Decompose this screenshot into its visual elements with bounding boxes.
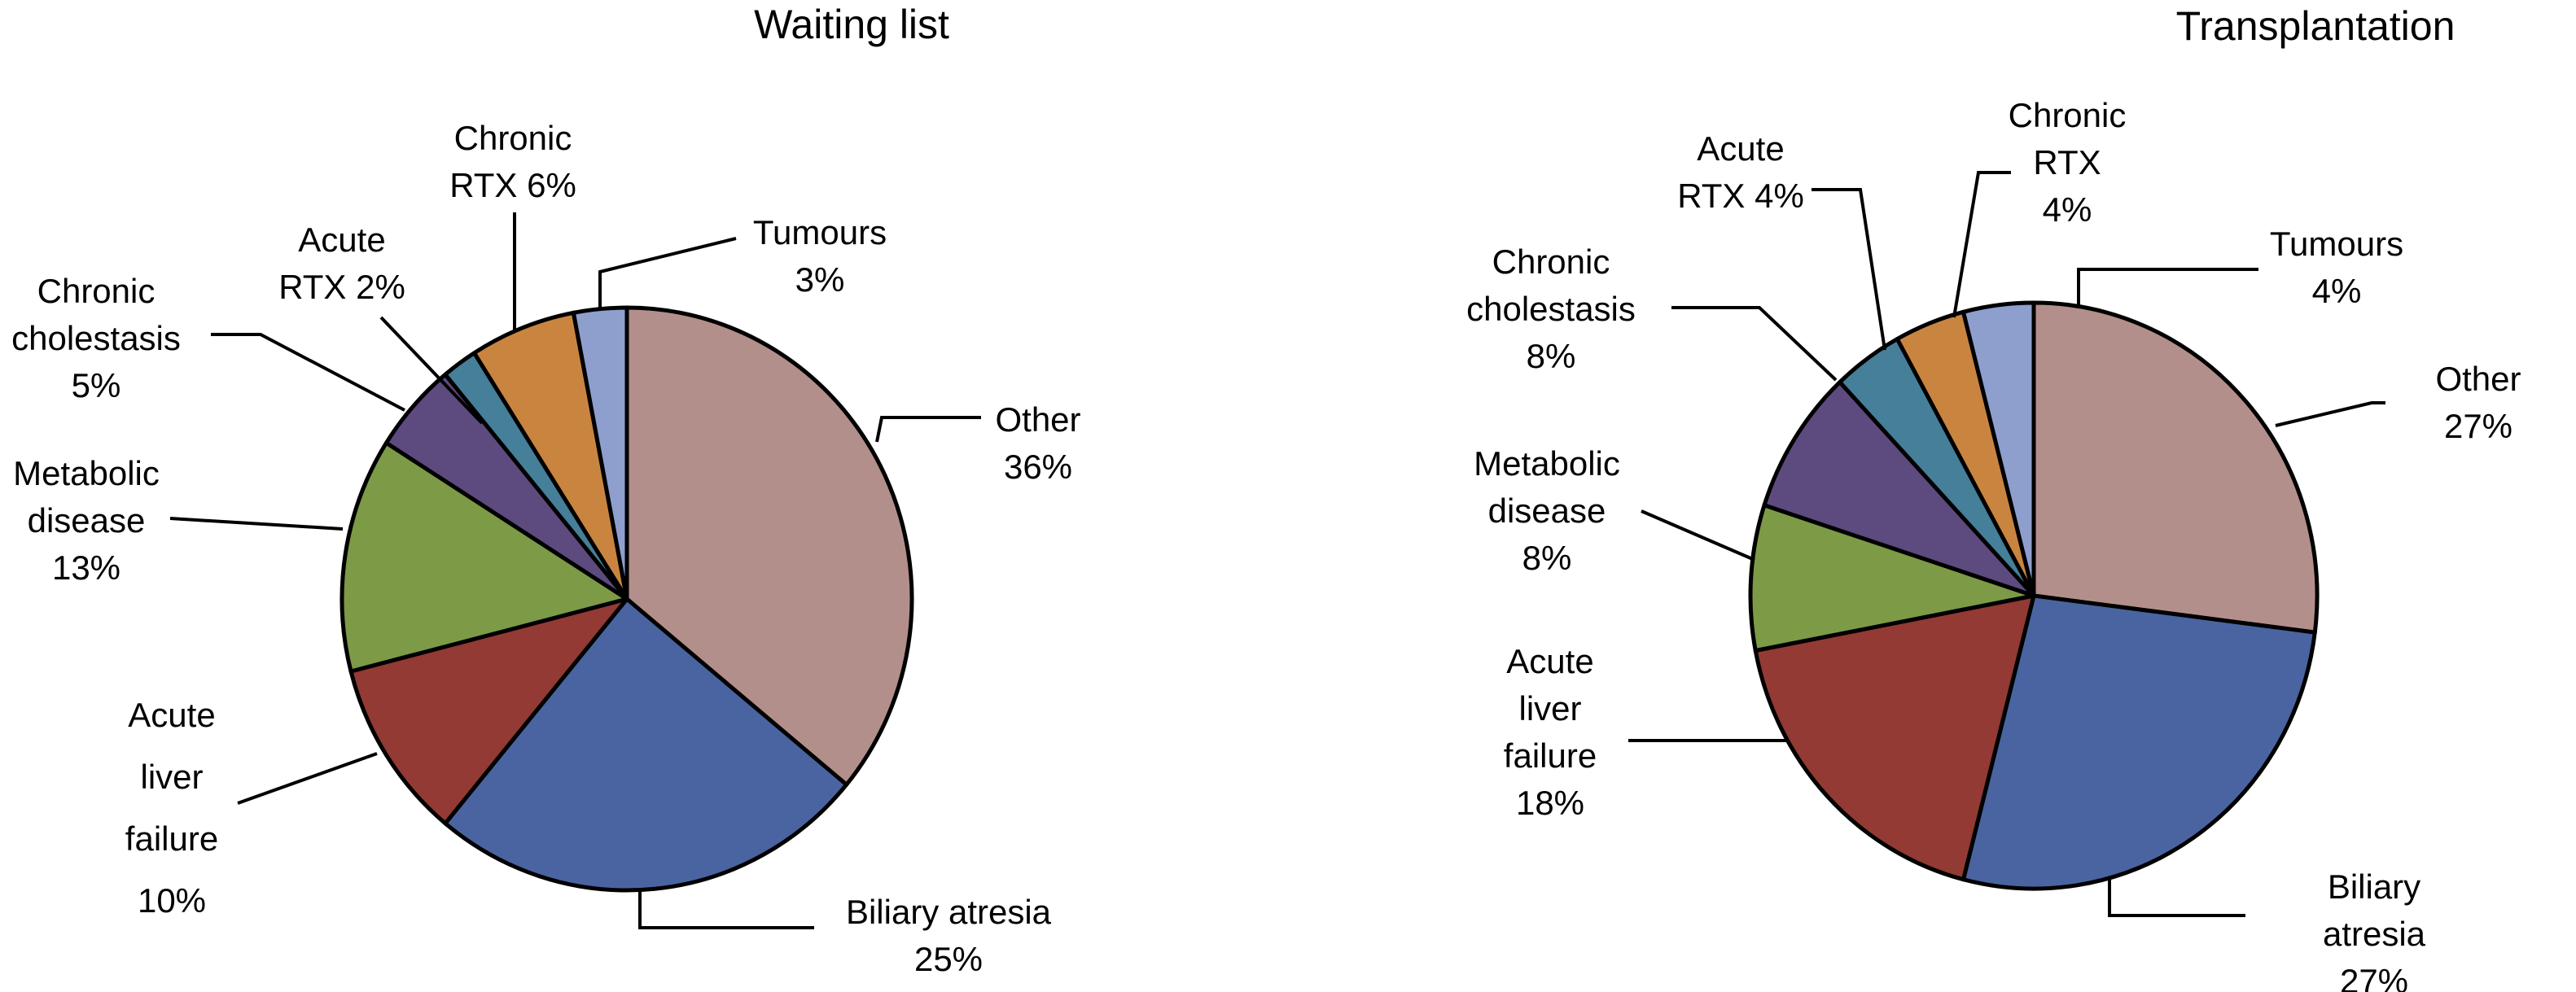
pie-slice-transplant-metabolic-disease [1748, 503, 2036, 653]
leader-line-waiting-other [875, 416, 981, 443]
label-waiting-tumours: Tumours 3% [752, 213, 887, 299]
label-transplant-chronic-rtx: Chronic RTX 4% [2008, 96, 2127, 229]
chart-title-transplantation: Transplantation [2175, 3, 2456, 49]
leader-line-transplant-acute-rtx [1812, 188, 1886, 351]
leader-line-transplant-metabolic-disease [1641, 509, 1755, 562]
leader-line-transplant-tumours [2077, 268, 2258, 306]
label-transplant-other: Other 27% [2435, 360, 2521, 445]
pie-slice-waiting-other [624, 305, 914, 787]
pie-slice-waiting-metabolic-disease [340, 440, 629, 674]
leader-line-waiting-acute-rtx [379, 316, 484, 425]
label-transplant-acute-rtx: Acute RTX 4% [1677, 129, 1804, 215]
leader-line-transplant-biliary-atresia [2108, 877, 2245, 917]
pie-slice-transplant-biliary-atresia [1961, 593, 2317, 891]
pie-slice-transplant-tumours [1961, 300, 2036, 598]
leader-line-transplant-other [2275, 401, 2385, 427]
label-waiting-acute-liver-failure: Acute liver failure 10% [125, 696, 219, 920]
label-transplant-biliary-atresia: Biliary atresia 27% [2322, 867, 2426, 992]
label-transplant-tumours: Tumours 4% [2269, 225, 2404, 310]
pie-slice-transplant-acute-liver-failure [1753, 593, 2036, 882]
leader-line-waiting-tumours [598, 237, 737, 308]
chart-title-waiting-list: Waiting list [754, 2, 949, 47]
label-transplant-metabolic-disease: Metabolic disease 8% [1474, 444, 1620, 577]
label-waiting-chronic-cholestasis: Chronic cholestasis 5% [11, 272, 181, 404]
pie-slice-waiting-biliary-atresia [443, 597, 849, 893]
pie-slice-transplant-chronic-cholestasis [1762, 380, 2036, 598]
leader-line-waiting-chronic-cholestasis [211, 333, 405, 412]
label-transplant-chronic-cholestasis: Chronic cholestasis 8% [1466, 243, 1636, 375]
label-waiting-chronic-rtx: Chronic RTX 6% [449, 119, 576, 204]
label-waiting-biliary-atresia: Biliary atresia 25% [845, 893, 1052, 978]
leader-line-waiting-biliary-atresia [638, 890, 814, 929]
pie-slice-transplant-other [2031, 300, 2320, 635]
leader-line-waiting-metabolic-disease [169, 517, 344, 531]
label-waiting-metabolic-disease: Metabolic disease 13% [13, 454, 160, 587]
label-waiting-acute-rtx: Acute RTX 2% [278, 221, 405, 306]
pie-slice-waiting-tumours [571, 305, 629, 601]
label-transplant-acute-liver-failure: Acute liver failure 18% [1503, 642, 1597, 822]
leader-line-transplant-chronic-cholestasis [1671, 306, 1838, 382]
leader-line-waiting-acute-liver-failure [237, 752, 378, 805]
leader-line-transplant-chronic-rtx [1952, 171, 2011, 318]
pie-slice-waiting-chronic-rtx [472, 310, 629, 601]
label-waiting-other: Other 36% [995, 400, 1081, 486]
